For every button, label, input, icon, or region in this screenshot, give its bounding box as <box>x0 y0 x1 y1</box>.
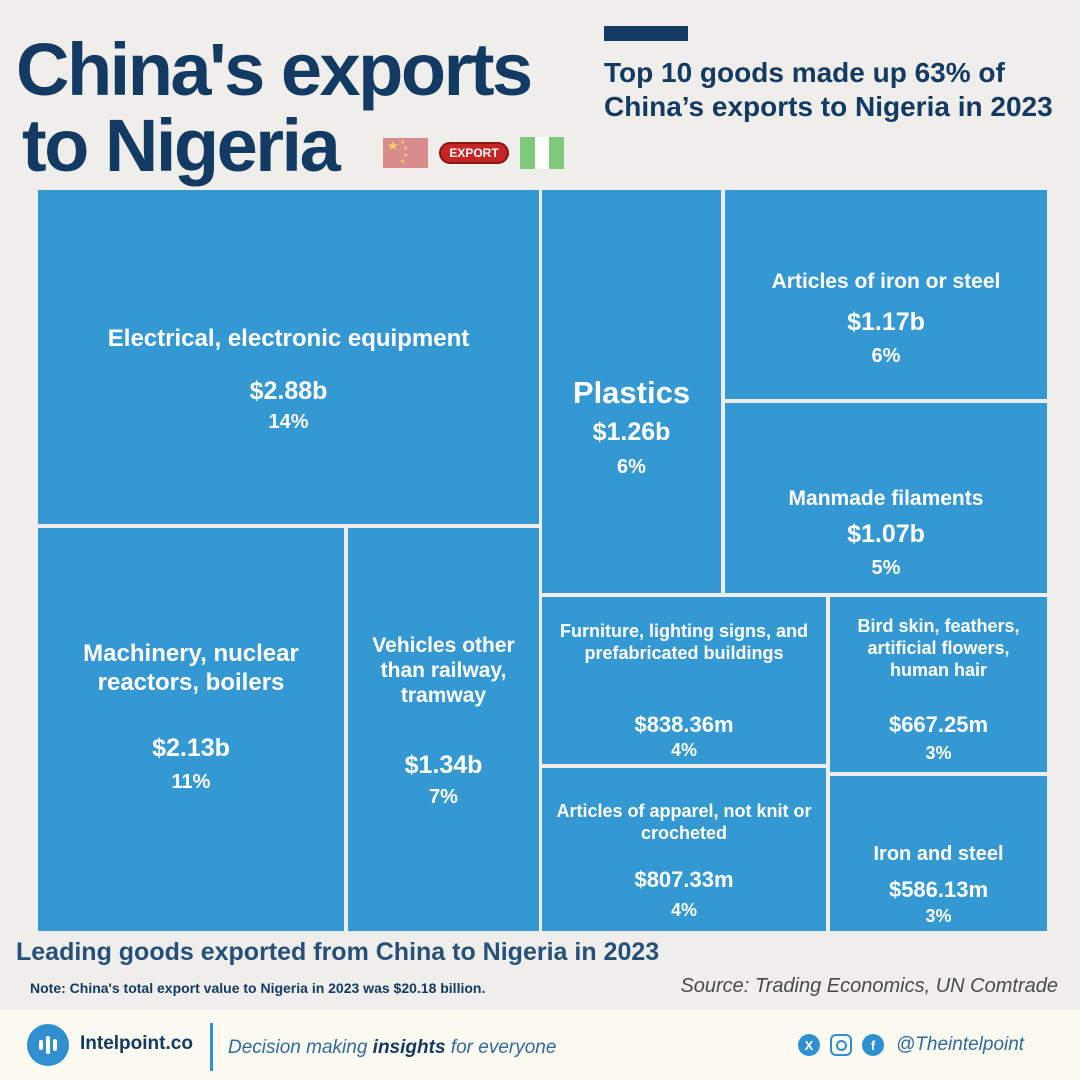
tile-share: 4% <box>670 900 697 920</box>
tile-label: Furniture, lighting signs, and prefabric… <box>560 621 808 663</box>
treemap-tile-electrical-electronic-equipment: Electrical, electronic equipment $2.88b 14… <box>38 190 539 524</box>
subtitle-accent-bar <box>604 26 688 41</box>
flag-strip: ★ ★ ★ ★ ★ EXPORT <box>383 137 565 169</box>
tile-share: 3% <box>925 906 952 926</box>
tile-value: $2.13b <box>152 734 230 762</box>
treemap-tile-articles-of-apparel-not-knit-or-crocheted: Articles of apparel, not knit or crochet… <box>542 768 826 931</box>
tile-value: $2.88b <box>249 377 328 405</box>
treemap-tile-articles-of-iron-or-steel: Articles of iron or steel $1.17b 6% <box>725 190 1047 399</box>
china-flag-icon: ★ ★ ★ ★ ★ <box>383 138 428 168</box>
title-line-1: China's exports <box>16 28 533 111</box>
chart-caption: Leading goods exported from China to Nig… <box>16 938 660 966</box>
tile-share: 7% <box>429 786 458 808</box>
instagram-icon[interactable] <box>830 1034 852 1056</box>
brand-name[interactable]: Intelpoint.co <box>80 1033 193 1054</box>
tile-value: $667.25m <box>888 712 989 737</box>
tile-share: 6% <box>871 345 901 367</box>
tile-share: 6% <box>617 456 646 478</box>
x-icon[interactable]: X <box>798 1034 820 1056</box>
intelpoint-logo-icon[interactable] <box>27 1024 69 1066</box>
treemap-tile-iron-and-steel: Iron and steel $586.13m 3% <box>830 776 1047 931</box>
tagline-pre: Decision making <box>228 1037 373 1058</box>
tile-label: Iron and steel <box>873 843 1004 865</box>
social-links: X f @Theintelpoint <box>798 1034 1024 1056</box>
note-text: Note: China's total export value to Nige… <box>30 980 486 996</box>
tile-label: Manmade filaments <box>788 486 984 510</box>
treemap-tile-bird-skin-feathers-artificial-flowers-human-hair: Bird skin, feathers, artificial flowers,… <box>830 597 1047 772</box>
tagline: Decision making insights for everyone <box>228 1037 556 1059</box>
tile-value: $1.26b <box>592 418 671 446</box>
tile-value: $838.36m <box>634 712 734 737</box>
nigeria-flag-icon <box>520 137 565 169</box>
footer-divider <box>210 1023 213 1071</box>
tile-value: $586.13m <box>888 877 989 902</box>
tile-label: Plastics <box>572 374 691 410</box>
tagline-post: for everyone <box>445 1037 557 1058</box>
tile-value: $1.07b <box>847 520 925 548</box>
tile-label: Bird skin, feathers, artificial flowers,… <box>857 616 1020 680</box>
tile-share: 3% <box>925 743 952 763</box>
export-badge: EXPORT <box>439 142 509 164</box>
page-title: China's exports to Nigeria <box>16 32 533 187</box>
tile-value: $1.17b <box>847 308 925 336</box>
tile-value: $1.34b <box>404 751 483 779</box>
social-handle[interactable]: @Theintelpoint <box>896 1034 1025 1055</box>
tile-label: Electrical, electronic equipment <box>107 324 470 352</box>
tile-share: 11% <box>171 771 211 793</box>
treemap-tile-manmade-filaments: Manmade filaments $1.07b 5% <box>725 403 1047 593</box>
tile-share: 5% <box>871 557 901 579</box>
tile-label: Machinery, nuclear reactors, boilers <box>83 640 299 696</box>
tile-share: 4% <box>670 740 697 760</box>
tile-share: 14% <box>268 411 309 433</box>
subtitle: Top 10 goods made up 63% of China’s expo… <box>604 57 1053 122</box>
treemap-tile-plastics: Plastics $1.26b 6% <box>542 190 721 593</box>
title-line-2: to Nigeria <box>22 104 341 187</box>
tile-value: $807.33m <box>634 867 734 892</box>
facebook-icon[interactable]: f <box>862 1034 884 1056</box>
tile-label: Vehicles other than railway, tramway <box>372 633 515 707</box>
treemap-tile-machinery-nuclear-reactors-boilers: Machinery, nuclear reactors, boilers $2.1… <box>38 528 344 931</box>
treemap-tile-vehicles-other-than-railway-tramway: Vehicles other than railway, tramway $1.3… <box>348 528 539 931</box>
footer-bar: Intelpoint.co Decision making insights f… <box>0 1010 1080 1080</box>
treemap-tile-furniture-lighting-signs-and-prefabricated-buildings: Furniture, lighting signs, and prefabric… <box>542 597 826 764</box>
tile-label: Articles of apparel, not knit or crochet… <box>556 801 812 843</box>
tagline-bold: insights <box>372 1037 446 1058</box>
source-text: Source: Trading Economics, UN Comtrade <box>680 975 1058 997</box>
tile-label: Articles of iron or steel <box>771 269 1001 293</box>
